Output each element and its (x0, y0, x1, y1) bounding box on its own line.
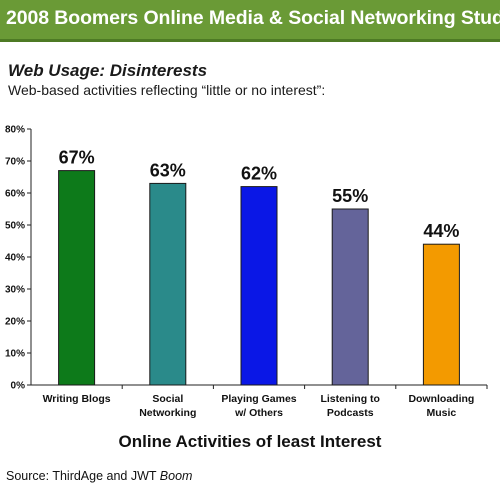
category-label: Networking (139, 407, 196, 419)
source-prefix: Source: ThirdAge and JWT (6, 469, 160, 483)
category-label: Downloading (408, 393, 474, 405)
title-banner: 2008 Boomers Online Media & Social Netwo… (0, 0, 500, 42)
source-note: Source: ThirdAge and JWT Boom (6, 469, 192, 483)
category-label: Social (152, 393, 183, 405)
category-label: Listening to (320, 393, 380, 405)
chart-description: Web-based activities reflecting “little … (8, 82, 326, 98)
category-label: Music (427, 407, 457, 419)
x-axis-title: Online Activities of least Interest (118, 432, 382, 451)
data-label: 44% (423, 221, 459, 241)
chart-subtitle: Web Usage: Disinterests (8, 61, 208, 80)
bar (240, 186, 278, 386)
y-tick-label: 10% (5, 349, 25, 360)
data-label: 63% (150, 160, 186, 180)
category-label: w/ Others (234, 407, 283, 419)
y-tick-label: 70% (5, 157, 25, 168)
bar-chart: 0% 10% 20% 30% 40% 50% 60% 70% 80% 67% Writing Blo… (5, 125, 488, 419)
bar (422, 243, 460, 386)
y-tick-label: 30% (5, 285, 25, 296)
data-label: 67% (59, 148, 95, 168)
source-emphasis: Boom (159, 469, 193, 483)
y-tick-label: 20% (5, 317, 25, 328)
data-label: 62% (241, 164, 277, 184)
category-label: Writing Blogs (43, 393, 111, 405)
y-tick-label: 60% (5, 189, 25, 200)
data-label: 55% (332, 186, 368, 206)
y-tick-label: 80% (5, 125, 25, 136)
bar (58, 170, 96, 386)
y-tick-label: 0% (11, 381, 26, 392)
study-title: 2008 Boomers Online Media & Social Netwo… (6, 7, 500, 29)
category-label: Playing Games (221, 393, 296, 405)
category-label: Podcasts (327, 407, 374, 419)
y-tick-label: 40% (5, 253, 25, 264)
bar (149, 182, 187, 386)
bar (331, 208, 369, 386)
y-tick-label: 50% (5, 221, 25, 232)
